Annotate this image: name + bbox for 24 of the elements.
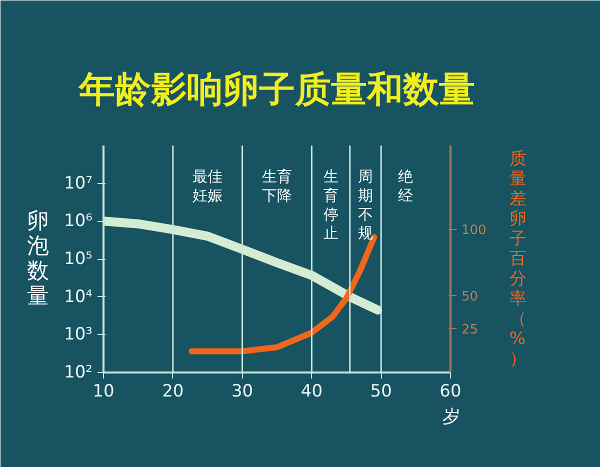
y-tick-label: 10³: [64, 324, 93, 345]
x-axis-title: 岁: [442, 406, 460, 428]
y2-tick-label: 100: [462, 223, 486, 238]
x-tick-label: 60: [440, 382, 462, 402]
y-axis-title: 卵泡数量: [27, 209, 50, 309]
text: 质量差卵子百分率（%）: [509, 149, 526, 369]
chart-title: 年龄影响卵子质量和数量: [78, 70, 475, 110]
ref-line-label: 周期不规: [358, 168, 373, 242]
ref-line-label: 生育停止: [323, 168, 338, 242]
x-tick-label: 40: [300, 382, 323, 402]
x-tick-label: 10: [92, 382, 114, 402]
y2-tick-label: 50: [462, 290, 478, 305]
x-tick-label: 50: [370, 382, 392, 402]
ref-line-label: 生育下降: [262, 168, 292, 204]
x-tick-label: 20: [162, 382, 184, 402]
y-tick-label: 10²: [64, 362, 93, 382]
y-tick-label: 10⁷: [64, 173, 93, 194]
y2-tick-label: 25: [462, 322, 478, 338]
ref-line-label: 最佳妊娠: [192, 168, 223, 204]
ref-line-label: 绝经: [398, 168, 413, 204]
y-tick-label: 10⁵: [64, 249, 93, 269]
x-tick-label: 30: [231, 382, 254, 402]
y-tick-label: 10⁶: [64, 211, 93, 232]
y-tick-label: 10⁴: [64, 286, 93, 307]
